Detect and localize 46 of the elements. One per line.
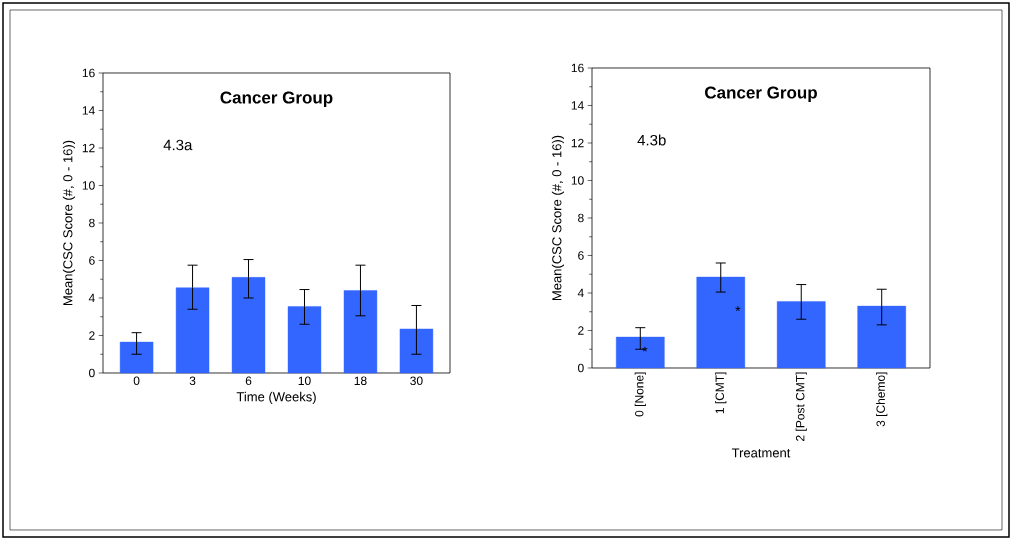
y-tick-label: 6: [578, 251, 584, 260]
bar: [857, 305, 906, 369]
text: Cancer Group: [220, 91, 333, 107]
bar: [776, 301, 826, 369]
annotation: *: [642, 346, 648, 352]
x-tick-label: 6: [245, 376, 252, 386]
y-tick-label: 10: [82, 181, 95, 190]
x-axis-title: Treatment: [731, 448, 791, 458]
y-tick-label: 2: [89, 331, 95, 340]
y-tick-label: 0: [578, 363, 584, 373]
y-tick-label: 16: [571, 63, 584, 73]
annotation: *: [735, 306, 741, 312]
x-tick-label: 0: [133, 376, 140, 386]
y-tick-label: 8: [89, 218, 95, 228]
x-tick-label: 0 [None]: [634, 372, 646, 417]
x-tick-label: 2 [Post CMT]: [795, 372, 807, 441]
y-tick-label: 14: [571, 101, 584, 110]
y-tick-label: 16: [82, 68, 95, 78]
y-tick-label: 12: [571, 138, 584, 148]
y-tick-label: 4: [88, 293, 95, 303]
bar: [287, 306, 322, 374]
x-tick-label: 1 [CMT]: [715, 372, 727, 414]
y-tick-label: 14: [82, 106, 95, 115]
y-tick-label: 6: [89, 256, 95, 265]
bar: [175, 287, 210, 374]
annotation: 4.3a: [163, 139, 193, 151]
y-tick-label: 12: [82, 143, 95, 153]
bar: [343, 290, 378, 374]
bar: [231, 277, 266, 374]
y-tick-label: 10: [571, 176, 584, 185]
text: Cancer Group: [705, 86, 817, 102]
annotation: 4.3b: [637, 134, 666, 146]
y-tick-label: 8: [578, 213, 584, 223]
x-tick-label: 3 [Chemo]: [876, 372, 888, 427]
y-tick-label: 2: [578, 326, 584, 335]
bar: [696, 276, 746, 369]
x-tick-label: 3: [189, 376, 196, 386]
x-tick-label: 30: [410, 376, 423, 386]
y-tick-label: 4: [577, 288, 584, 298]
y-axis-title: Mean(CSC Score (#, 0 - 16)): [62, 140, 75, 305]
bar: [119, 341, 154, 374]
x-axis-title: Time (Weeks): [236, 391, 316, 404]
x-tick-label: 18: [354, 376, 367, 386]
y-axis-title: Mean(CSC Score (#, 0 - 16)): [551, 135, 564, 300]
x-tick-label: 10: [298, 376, 311, 386]
bar: [616, 336, 665, 369]
